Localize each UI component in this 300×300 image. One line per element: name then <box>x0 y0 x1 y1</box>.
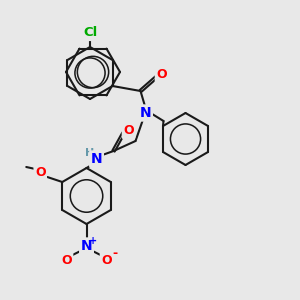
Text: O: O <box>156 68 167 82</box>
Text: N: N <box>91 152 102 166</box>
Text: +: + <box>89 236 98 246</box>
Text: O: O <box>35 166 46 178</box>
Text: Cl: Cl <box>83 26 97 40</box>
Text: H: H <box>85 148 94 158</box>
Text: O: O <box>61 254 72 266</box>
Text: N: N <box>140 106 151 120</box>
Text: O: O <box>101 254 112 266</box>
Text: N: N <box>81 239 92 253</box>
Text: -: - <box>112 248 117 260</box>
Text: O: O <box>123 124 134 137</box>
